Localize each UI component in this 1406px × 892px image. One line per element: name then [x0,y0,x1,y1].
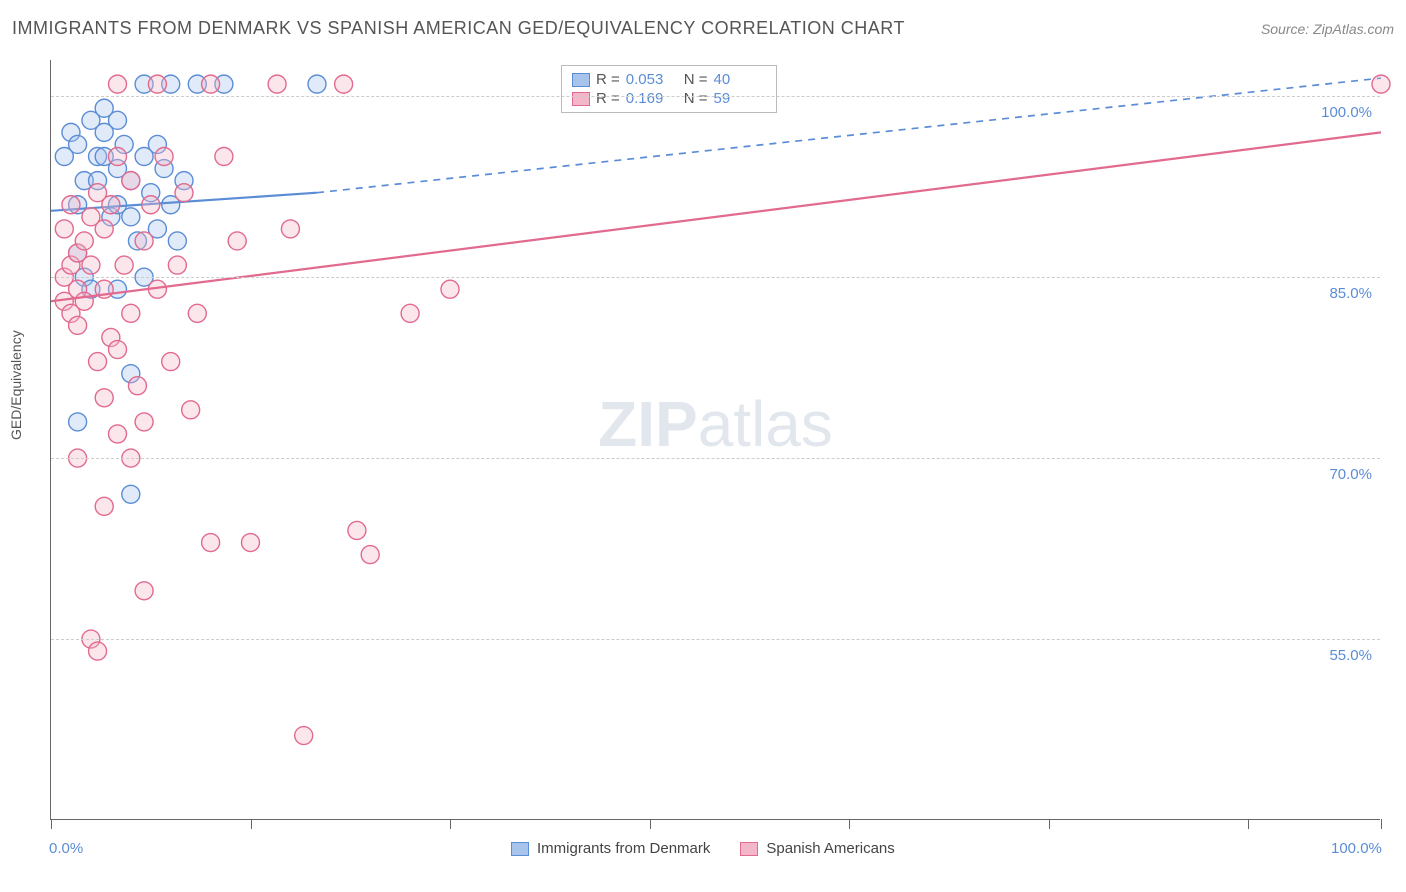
data-point [162,353,180,371]
data-point [188,304,206,322]
r-label-0: R = [596,71,620,88]
x-tick [450,819,451,829]
data-point [75,292,93,310]
x-tick [1049,819,1050,829]
data-point [135,413,153,431]
data-point [122,485,140,503]
data-point [335,75,353,93]
data-point [122,304,140,322]
data-point [215,148,233,166]
r-value-1: 0.169 [626,90,678,107]
legend-stats-row: R = 0.053 N = 40 [572,70,766,89]
legend-stats: R = 0.053 N = 40 R = 0.169 N = 59 [561,65,777,113]
legend-item-0: Immigrants from Denmark [511,840,710,857]
data-point [69,135,87,153]
data-point [62,196,80,214]
x-tick-label: 0.0% [49,840,83,857]
data-point [122,208,140,226]
legend-series: Immigrants from Denmark Spanish American… [511,840,895,857]
data-point [95,389,113,407]
data-point [155,148,173,166]
x-tick [51,819,52,829]
data-point [168,232,186,250]
x-tick [849,819,850,829]
data-point [95,497,113,515]
data-point [89,353,107,371]
chart-title: IMMIGRANTS FROM DENMARK VS SPANISH AMERI… [12,18,905,39]
gridline [51,277,1380,278]
data-point [295,727,313,745]
y-axis-label: GED/Equivalency [8,330,24,440]
n-label-0: N = [684,71,708,88]
data-point [69,316,87,334]
data-point [69,413,87,431]
n-value-1: 59 [714,90,766,107]
x-tick [1248,819,1249,829]
legend-swatch-1 [572,92,590,106]
data-point [109,148,127,166]
data-point [142,196,160,214]
y-tick-label: 70.0% [1329,466,1372,483]
data-point [148,75,166,93]
data-point [348,521,366,539]
data-point [102,196,120,214]
data-point [281,220,299,238]
data-point [401,304,419,322]
legend-swatch-0 [572,73,590,87]
data-point [89,642,107,660]
data-point [82,256,100,274]
gridline [51,458,1380,459]
data-point [242,534,260,552]
plot-area: ZIPatlas R = 0.053 N = 40 R = 0.169 N = … [50,60,1380,820]
data-point [55,220,73,238]
data-point [361,546,379,564]
r-value-0: 0.053 [626,71,678,88]
data-point [109,425,127,443]
data-point [109,341,127,359]
x-tick [251,819,252,829]
legend-stats-row: R = 0.169 N = 59 [572,89,766,108]
gridline [51,96,1380,97]
n-value-0: 40 [714,71,766,88]
source-label: Source: ZipAtlas.com [1261,21,1394,37]
chart-svg [51,60,1380,819]
data-point [122,172,140,190]
data-point [202,534,220,552]
data-point [135,232,153,250]
y-tick-label: 85.0% [1329,285,1372,302]
data-point [1372,75,1390,93]
x-tick-label: 100.0% [1331,840,1382,857]
data-point [95,220,113,238]
y-tick-label: 100.0% [1321,104,1372,121]
data-point [109,75,127,93]
data-point [115,256,133,274]
legend-swatch-b0 [511,842,529,856]
legend-item-1: Spanish Americans [740,840,894,857]
n-label-1: N = [684,90,708,107]
data-point [168,256,186,274]
data-point [268,75,286,93]
data-point [202,75,220,93]
data-point [109,111,127,129]
legend-name-1: Spanish Americans [766,840,894,857]
y-tick-label: 55.0% [1329,647,1372,664]
regression-line [51,132,1381,301]
data-point [75,232,93,250]
data-point [128,377,146,395]
data-point [175,184,193,202]
legend-name-0: Immigrants from Denmark [537,840,710,857]
data-point [228,232,246,250]
data-point [441,280,459,298]
data-point [182,401,200,419]
x-tick [1381,819,1382,829]
data-point [135,582,153,600]
legend-swatch-b1 [740,842,758,856]
r-label-1: R = [596,90,620,107]
x-tick [650,819,651,829]
gridline [51,639,1380,640]
data-point [308,75,326,93]
